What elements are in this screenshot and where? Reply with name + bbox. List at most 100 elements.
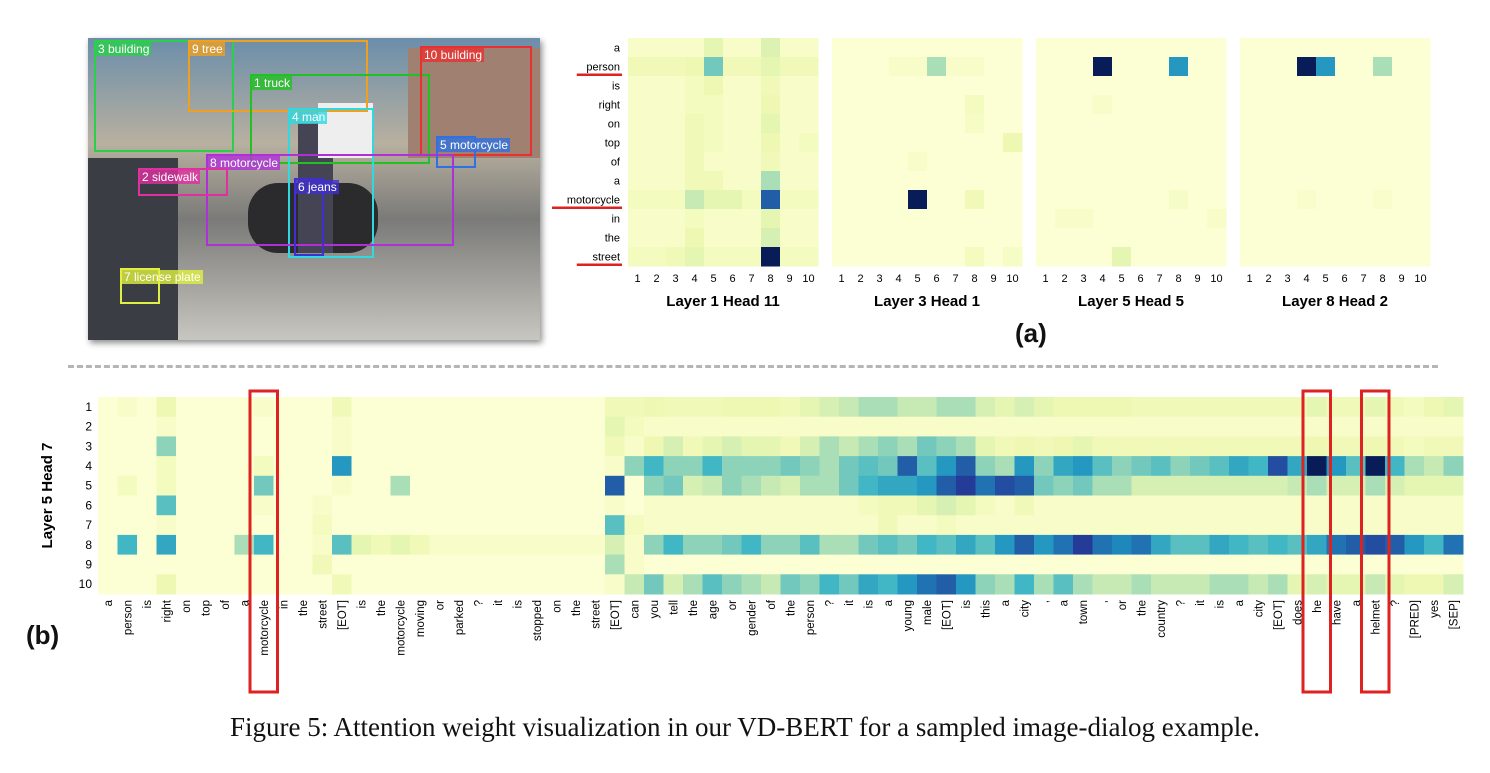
heatmap-cell — [702, 554, 723, 575]
heatmap-cell — [1151, 495, 1171, 516]
heatmap-cell — [878, 534, 898, 556]
x-tick-label: 3 — [672, 273, 678, 285]
heatmap-cell — [527, 456, 547, 477]
heatmap-cell — [1259, 76, 1279, 96]
heatmap-cell — [332, 574, 352, 595]
heatmap-cell — [429, 534, 450, 556]
heatmap-cell — [1424, 475, 1444, 496]
x-tick-label: this — [980, 600, 992, 618]
heatmap-cell — [293, 495, 313, 516]
heatmap-cell — [702, 436, 723, 457]
heatmap-cell — [1354, 76, 1374, 96]
heatmap-cell — [1112, 456, 1132, 477]
heatmap-cell — [585, 475, 606, 496]
heatmap-cell — [605, 475, 625, 496]
heatmap-cell — [585, 515, 606, 536]
x-tick-label: 5 — [1322, 273, 1328, 285]
heatmap-cell — [98, 416, 118, 437]
heatmap-cell — [946, 171, 966, 191]
heatmap-cell — [390, 397, 411, 418]
heatmap-cell — [946, 57, 966, 77]
heatmap-cell — [156, 534, 177, 556]
y-tick-label: 4 — [85, 459, 92, 473]
heatmap-cell — [858, 515, 879, 536]
heatmap-cell — [1055, 209, 1075, 229]
heatmap-cell — [1053, 515, 1074, 536]
heatmap-cell — [647, 190, 667, 210]
heatmap-cell — [449, 534, 469, 556]
heatmap-cell — [1404, 416, 1425, 437]
heatmap-cell — [704, 190, 724, 210]
heatmap-cell — [1190, 534, 1210, 556]
heatmap-cell — [1365, 574, 1386, 595]
heatmap-cell — [858, 495, 879, 516]
heatmap-panel-4: 1 2 3 4 5 6 7 8 9 10 Layer 8 Head 2 — [1240, 38, 1431, 310]
heatmap-cell — [1014, 416, 1035, 437]
heatmap-cell — [1169, 95, 1189, 115]
heatmap-cell — [897, 495, 918, 516]
heatmap-cell — [1034, 515, 1054, 536]
heatmap-cell — [351, 534, 372, 556]
heatmap-cell — [1229, 416, 1249, 437]
heatmap-cell — [851, 57, 871, 77]
heatmap-cell — [293, 554, 313, 575]
heatmap-cell — [897, 456, 918, 477]
heatmap-cell — [566, 515, 586, 536]
heatmap-cell — [390, 436, 411, 457]
heatmap-cell — [799, 95, 819, 115]
heatmap-cell — [1150, 38, 1170, 58]
heatmap-cell — [1092, 416, 1113, 437]
x-tick-label: 8 — [767, 273, 773, 285]
bbox-6-jeans: 6 jeans — [294, 178, 339, 256]
heatmap-cell — [410, 534, 430, 556]
x-tick-label: street — [590, 599, 602, 629]
heatmap-cell — [780, 495, 801, 516]
heatmap-cell — [702, 515, 723, 536]
heatmap-cell — [1112, 133, 1132, 153]
heatmap-cell — [1268, 456, 1288, 477]
heatmap-cell — [799, 133, 819, 153]
heatmap-cell — [1188, 133, 1208, 153]
heatmap-cell — [1354, 171, 1374, 191]
heatmap-cell — [1278, 38, 1298, 58]
heatmap-cell — [1411, 171, 1431, 191]
heatmap-cell — [1151, 574, 1171, 595]
heatmap-cell — [1014, 495, 1035, 516]
heatmap-cell — [1316, 152, 1336, 172]
heatmap-cell — [908, 133, 928, 153]
heatmap-cell — [685, 133, 705, 153]
heatmap-cell — [410, 416, 430, 437]
heatmap-cell — [1307, 456, 1327, 477]
heatmap-cell — [1411, 95, 1431, 115]
heatmap-cell — [685, 190, 705, 210]
heatmap-cell — [1209, 515, 1230, 536]
y-tick-label: 5 — [85, 479, 92, 493]
heatmap-cell — [137, 475, 157, 496]
x-tick-label: age — [707, 600, 719, 619]
heatmap-cell — [566, 416, 586, 437]
heatmap-cell — [1392, 114, 1412, 134]
heatmap-cell — [780, 247, 800, 267]
heatmap-cell — [741, 416, 762, 437]
heatmap-cell — [1278, 209, 1298, 229]
bbox-4-man: 4 man — [288, 108, 374, 258]
heatmap-cell — [527, 397, 547, 418]
heatmap-cell — [312, 534, 333, 556]
heatmap-cell — [644, 456, 664, 477]
heatmap-cell — [1190, 495, 1210, 516]
heatmap-cell — [722, 515, 742, 536]
heatmap-cell — [984, 57, 1004, 77]
heatmap-cell — [927, 152, 947, 172]
heatmap-cell — [683, 416, 703, 437]
heatmap-cell — [1073, 456, 1093, 477]
heatmap-cell — [723, 152, 743, 172]
heatmap-cell — [429, 495, 450, 516]
heatmap-cell — [1307, 554, 1327, 575]
heatmap-cell — [800, 397, 820, 418]
heatmap-cell — [449, 416, 469, 437]
underline-mark — [576, 263, 622, 266]
heatmap-cell — [1316, 228, 1336, 248]
heatmap-cell — [702, 397, 723, 418]
heatmap-cell — [1268, 554, 1288, 575]
heatmap-cell — [1093, 247, 1113, 267]
